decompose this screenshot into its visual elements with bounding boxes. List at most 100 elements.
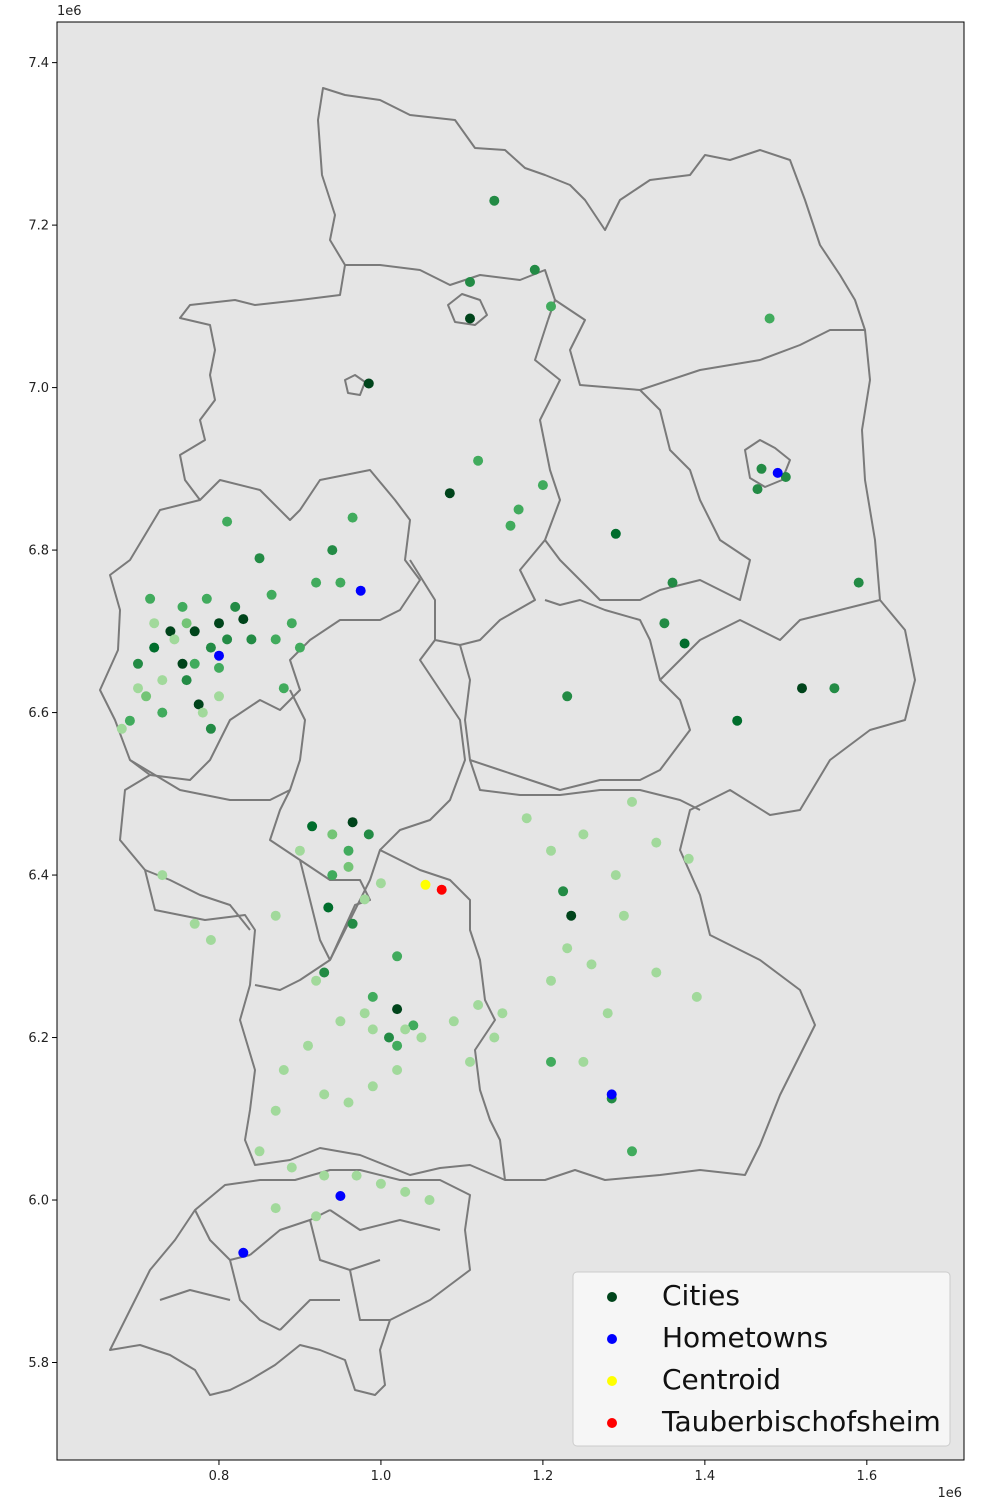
city-point <box>465 313 475 324</box>
city-point <box>610 528 621 539</box>
state-border-hessen <box>269 689 331 961</box>
city-point <box>311 975 322 986</box>
city-point <box>375 1178 386 1189</box>
swiss-cantons <box>159 1209 441 1331</box>
city-point <box>444 488 455 499</box>
city-point <box>347 817 358 828</box>
city-point <box>367 991 378 1002</box>
bremen-outline <box>344 374 366 396</box>
city-point <box>124 715 135 726</box>
x-offset-label: 1e6 <box>937 1486 962 1500</box>
hometowns-point <box>214 650 224 661</box>
city-point <box>189 626 200 637</box>
city-point <box>177 658 188 669</box>
city-point <box>303 1040 313 1051</box>
x-tick-label: 1.6 <box>856 1469 877 1484</box>
series-cities <box>116 195 864 1222</box>
tauberbischofsheim-point <box>436 884 447 895</box>
city-point <box>343 845 354 856</box>
hometowns-point <box>238 1247 249 1258</box>
city-point <box>627 1146 637 1157</box>
city-point <box>732 715 743 726</box>
city-point <box>521 813 532 824</box>
city-point <box>294 845 305 856</box>
city-point <box>392 1065 403 1075</box>
city-point <box>465 1056 475 1067</box>
city-point <box>214 618 224 629</box>
city-point <box>145 593 156 604</box>
legend-marker-tauberbischofsheim <box>607 1418 617 1428</box>
city-point <box>578 1056 589 1067</box>
legend-label-centroid: Centroid <box>662 1363 781 1396</box>
germany-outline <box>99 87 916 1181</box>
city-point <box>780 472 791 482</box>
city-point <box>286 618 297 629</box>
city-point <box>311 1211 322 1222</box>
city-point <box>230 601 241 612</box>
y-tick-label: 6.8 <box>28 544 49 559</box>
city-point <box>157 707 168 718</box>
city-point <box>416 1032 427 1043</box>
city-point <box>222 516 233 527</box>
state-border-bayern-west <box>379 849 506 1181</box>
city-point <box>367 1024 378 1035</box>
centroid-point <box>420 879 431 890</box>
state-border-nrw <box>149 469 421 781</box>
city-point <box>205 723 216 734</box>
city-point <box>489 1032 500 1043</box>
city-point <box>546 1056 556 1067</box>
y-tick-label: 6.6 <box>28 706 49 721</box>
state-border-bw <box>254 859 371 991</box>
legend-marker-hometowns <box>607 1334 617 1344</box>
city-point <box>473 455 484 466</box>
city-point <box>627 796 637 807</box>
hamburg-outline <box>447 293 488 326</box>
city-point <box>311 577 322 588</box>
city-point <box>465 277 475 287</box>
state-border-sachsen <box>659 599 881 681</box>
city-point <box>505 520 516 531</box>
city-point <box>116 723 127 734</box>
city-point <box>193 699 204 710</box>
state-border-sachsen-anhalt <box>544 389 751 601</box>
city-point <box>327 545 338 556</box>
state-border-mecklenburg <box>554 299 865 391</box>
hometowns-point <box>772 467 783 478</box>
city-point <box>177 601 188 612</box>
city-point <box>319 1089 330 1100</box>
city-point <box>327 870 338 881</box>
y-tick-label: 6.4 <box>28 869 49 884</box>
y-tick-label: 5.8 <box>28 1356 49 1371</box>
series-hometowns <box>214 467 783 1258</box>
city-point <box>537 480 548 491</box>
city-point <box>400 1024 411 1035</box>
city-point <box>546 845 556 856</box>
city-point <box>359 1008 370 1019</box>
city-point <box>278 1065 289 1075</box>
city-point <box>197 707 208 718</box>
scatter-points <box>116 195 864 1258</box>
city-point <box>489 195 500 206</box>
city-point <box>562 691 573 702</box>
city-point <box>497 1008 508 1019</box>
city-point <box>424 1195 435 1205</box>
city-point <box>586 959 597 970</box>
city-point <box>659 618 670 629</box>
city-point <box>448 1016 459 1027</box>
legend: Cities Hometowns Centroid Tauberbischofs… <box>572 1271 951 1447</box>
y-tick-label: 7.2 <box>28 219 49 234</box>
city-point <box>238 614 249 625</box>
legend-label-hometowns: Hometowns <box>662 1321 828 1354</box>
city-point <box>546 301 556 312</box>
city-point <box>363 378 374 389</box>
y-tick-label: 7.0 <box>28 381 49 396</box>
city-point <box>756 463 767 474</box>
city-point <box>651 967 662 978</box>
hometowns-point <box>335 1191 346 1201</box>
city-point <box>473 1000 484 1010</box>
legend-label-tauberbischofsheim: Tauberbischofsheim <box>661 1405 941 1438</box>
city-point <box>323 902 334 913</box>
city-point <box>327 829 338 840</box>
x-tick-label: 1.0 <box>371 1469 392 1484</box>
city-point <box>562 943 573 954</box>
